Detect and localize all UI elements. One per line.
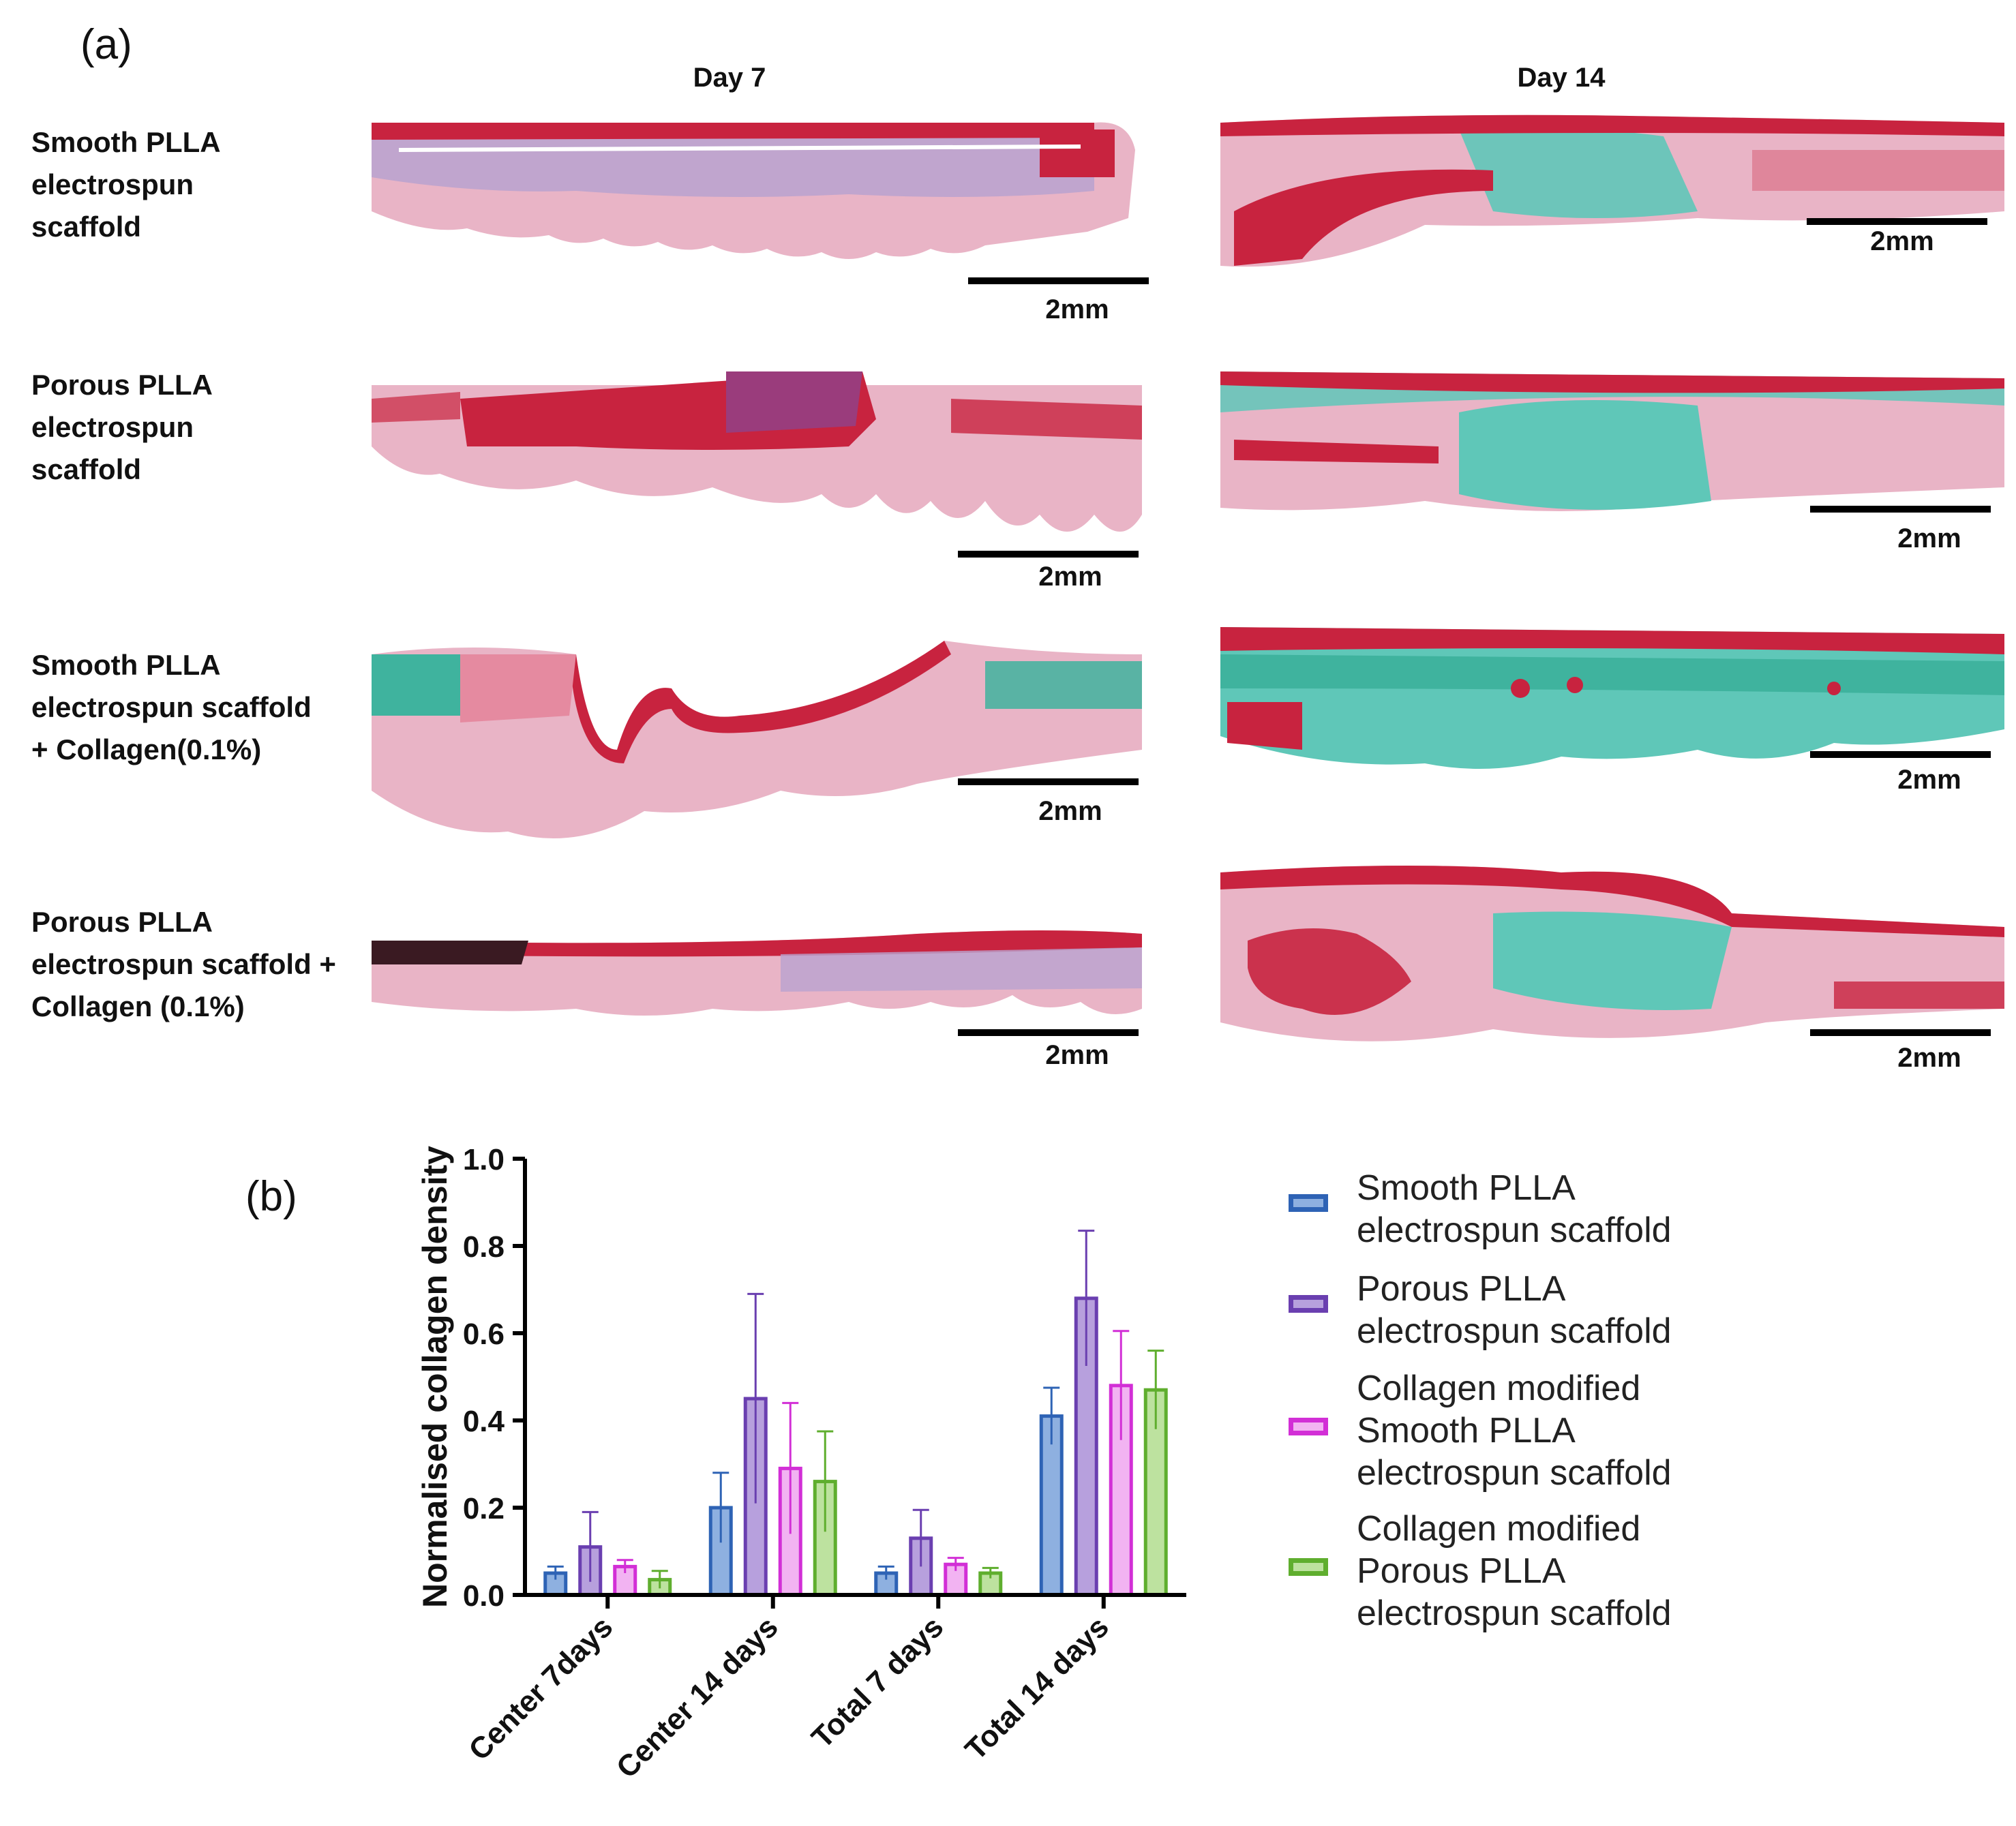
- scale-label-6: 2mm: [1897, 765, 1961, 795]
- histology-day14-smooth: [1220, 115, 2004, 267]
- legend-swatch-porous: [1289, 1295, 1328, 1313]
- scale-bar-4: [1810, 506, 1991, 513]
- y-tick-label: 0.6: [463, 1318, 505, 1351]
- panel-a-label: (a): [80, 21, 132, 68]
- scale-label-3: 2mm: [1038, 562, 1102, 592]
- scale-label-1: 2mm: [1045, 294, 1109, 324]
- histology-day14-porous: [1220, 371, 2004, 511]
- scale-label-4: 2mm: [1897, 523, 1961, 553]
- histology-day14-porous-collagen: [1220, 866, 2004, 1041]
- row-label-3: Smooth PLLA electrospun scaffold + Collage…: [31, 649, 312, 765]
- scale-bar-5: [958, 778, 1139, 785]
- row-label-4: Porous PLLA electrospun scaffold + Collage…: [31, 906, 336, 1022]
- bar: [1109, 1384, 1133, 1597]
- scale-label-7: 2mm: [1045, 1040, 1109, 1070]
- histology-day7-smooth: [372, 122, 1135, 259]
- scale-label-2: 2mm: [1870, 226, 1934, 256]
- x-tick-label: Total 7 days: [805, 1610, 950, 1754]
- column-header-day14: Day 14: [1517, 63, 1606, 93]
- scale-bar-3: [958, 551, 1139, 558]
- x-tick-label: Total 14 days: [959, 1610, 1115, 1766]
- scale-bar-7: [958, 1029, 1139, 1036]
- scale-bar-2: [1807, 218, 1987, 225]
- scale-bar-1: [968, 277, 1149, 284]
- row-label-2: Porous PLLA electrospun scaffold: [31, 369, 213, 485]
- x-tick-label: Center 14 days: [610, 1610, 785, 1784]
- y-tick-label: 0.4: [463, 1405, 505, 1438]
- scale-bar-6: [1810, 751, 1991, 758]
- legend-swatch-collagen-porous: [1289, 1558, 1328, 1576]
- x-tick-label: Center 7days: [462, 1610, 619, 1767]
- y-tick-label: 0.2: [463, 1492, 505, 1525]
- legend-swatch-smooth: [1289, 1194, 1328, 1212]
- histology-day7-smooth-collagen: [372, 641, 1142, 838]
- row-label-1: Smooth PLLA electrospun scaffold: [31, 126, 221, 243]
- histology-day14-smooth-collagen: [1220, 627, 2004, 769]
- histology-day7-porous: [372, 371, 1142, 532]
- panel-b-label: (b): [245, 1173, 297, 1220]
- y-tick-label: 0.8: [463, 1230, 505, 1264]
- histology-day7-porous-collagen: [372, 930, 1142, 1016]
- y-axis-label: Normalised collagen density: [416, 1146, 454, 1608]
- scale-label-5: 2mm: [1038, 796, 1102, 826]
- column-header-day7: Day 7: [693, 63, 766, 93]
- bar-chart: 0.0 0.2 0.4 0.6 0.8 1.0 Normalised collagen de…: [416, 1143, 1186, 1784]
- legend-swatch-collagen-smooth: [1289, 1418, 1328, 1435]
- y-tick-label: 0.0: [463, 1579, 505, 1613]
- y-tick-label: 1.0: [463, 1143, 505, 1176]
- scale-bar-8: [1810, 1029, 1991, 1036]
- scale-label-8: 2mm: [1897, 1043, 1961, 1073]
